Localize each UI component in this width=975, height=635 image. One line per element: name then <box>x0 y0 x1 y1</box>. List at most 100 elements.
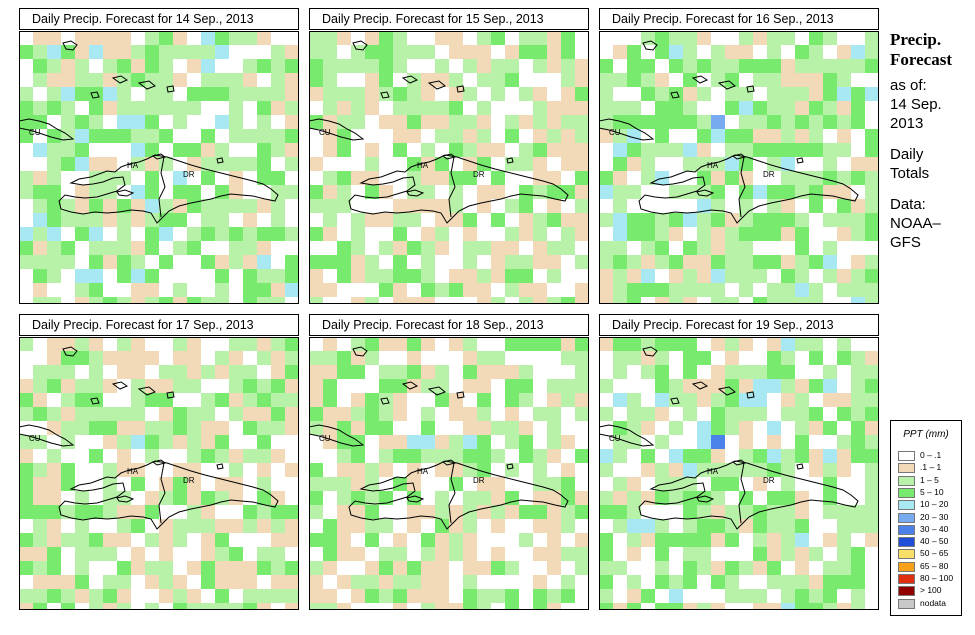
precip-cell <box>323 255 337 269</box>
precip-cell <box>519 337 533 351</box>
precip-cell <box>131 421 145 435</box>
precip-cell <box>575 561 589 575</box>
precip-cell <box>753 547 767 561</box>
precip-cell <box>669 575 683 589</box>
precip-cell <box>271 213 285 227</box>
precip-cell <box>781 115 795 129</box>
precip-cell <box>89 505 103 519</box>
precip-cell <box>561 143 575 157</box>
precip-cell <box>599 283 613 297</box>
precip-cell <box>767 143 781 157</box>
precip-cell <box>795 407 809 421</box>
precip-cell <box>767 337 781 351</box>
precip-cell <box>47 533 61 547</box>
precip-cell <box>795 73 809 87</box>
precip-cell <box>697 171 711 185</box>
precip-cell <box>271 449 285 463</box>
precip-cell <box>393 115 407 129</box>
precip-cell <box>323 589 337 603</box>
island-tortuga <box>151 153 167 160</box>
precip-cell <box>781 603 795 610</box>
precip-cell <box>271 101 285 115</box>
precip-cell <box>379 589 393 603</box>
island <box>717 386 736 396</box>
precip-cell <box>309 575 323 589</box>
precip-cell <box>117 561 131 575</box>
precip-cell <box>851 269 865 283</box>
precip-cell <box>449 463 463 477</box>
precip-cell <box>75 589 89 603</box>
island <box>62 40 78 51</box>
precip-cell <box>159 87 173 101</box>
precip-cell <box>89 101 103 115</box>
precip-cell <box>795 129 809 143</box>
precip-cell <box>285 59 299 73</box>
precip-cell <box>215 31 229 45</box>
island <box>216 463 224 470</box>
precip-cell <box>61 143 75 157</box>
precip-cell <box>61 73 75 87</box>
precip-cell <box>323 199 337 213</box>
precip-cell <box>337 449 351 463</box>
precip-cell <box>323 87 337 101</box>
precip-cell <box>809 379 823 393</box>
precip-cell <box>131 269 145 283</box>
precip-cell <box>47 45 61 59</box>
precip-cell <box>75 561 89 575</box>
precip-cell <box>655 463 669 477</box>
precip-cell <box>739 379 753 393</box>
forecast-panel: Daily Precip. Forecast for 14 Sep., 2013… <box>19 8 299 304</box>
precip-cell <box>33 365 47 379</box>
precip-cell <box>365 407 379 421</box>
precip-cell <box>463 379 477 393</box>
precip-cell <box>739 337 753 351</box>
precip-cell <box>711 449 725 463</box>
precip-cell <box>61 393 75 407</box>
precip-cell <box>477 561 491 575</box>
precip-cell <box>393 379 407 393</box>
precip-cell <box>575 393 589 407</box>
precip-cell <box>575 505 589 519</box>
precip-cell <box>697 115 711 129</box>
precip-cell <box>159 45 173 59</box>
precip-cell <box>711 227 725 241</box>
legend-label: 65 – 80 <box>920 560 949 571</box>
precip-cell <box>505 45 519 59</box>
precip-cell <box>837 59 851 73</box>
precip-cell <box>851 407 865 421</box>
coastline-hispaniola <box>638 154 859 224</box>
island <box>62 346 78 357</box>
precip-cell <box>159 435 173 449</box>
precip-cell <box>683 519 697 533</box>
precip-cell <box>837 435 851 449</box>
precip-cell <box>243 421 257 435</box>
precip-cell <box>519 199 533 213</box>
precip-cell <box>683 283 697 297</box>
precip-cell <box>285 603 299 610</box>
precip-cell <box>711 337 725 351</box>
precip-cell <box>547 101 561 115</box>
precip-cell <box>477 283 491 297</box>
precip-cell <box>435 575 449 589</box>
island <box>717 80 736 90</box>
precip-cell <box>421 561 435 575</box>
precip-cell <box>421 255 435 269</box>
precip-cell <box>75 227 89 241</box>
precip-cell <box>477 115 491 129</box>
precip-cell <box>201 547 215 561</box>
precip-cell <box>533 255 547 269</box>
precip-cell <box>47 129 61 143</box>
precip-cell <box>575 365 589 379</box>
precip-cell <box>463 337 477 351</box>
precip-cell <box>477 269 491 283</box>
precip-cell <box>449 31 463 45</box>
precip-cell <box>823 101 837 115</box>
precip-cell <box>449 477 463 491</box>
precip-cell <box>215 575 229 589</box>
precip-cell <box>505 435 519 449</box>
precip-cell <box>271 491 285 505</box>
precip-cell <box>19 449 33 463</box>
precip-cell <box>851 199 865 213</box>
